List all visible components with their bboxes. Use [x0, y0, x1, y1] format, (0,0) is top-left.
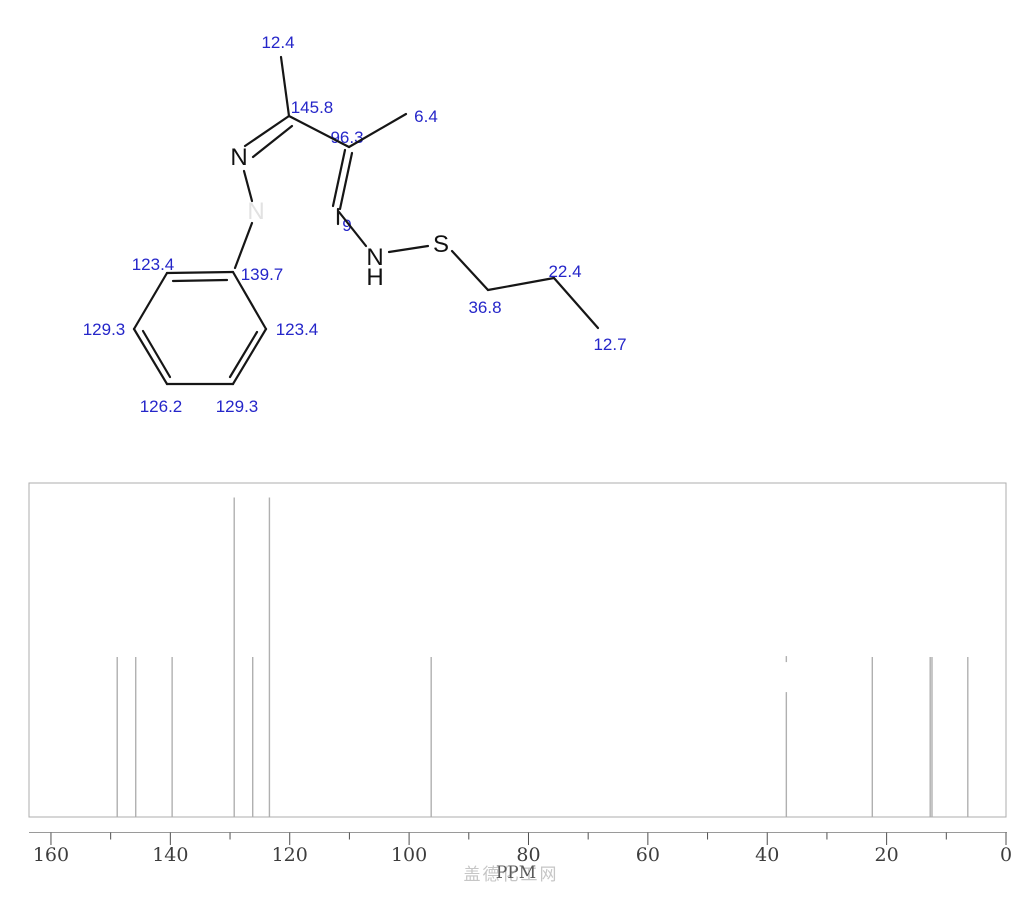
bond [141, 329, 172, 379]
bond [165, 270, 235, 275]
shift-label-145.8: 145.8 [291, 98, 334, 117]
shift-label-96.3: 96.3 [330, 128, 363, 147]
bond [486, 276, 556, 292]
bond [338, 151, 354, 211]
x-axis-tick-label-160: 160 [33, 844, 69, 866]
amine-hydrogen-label: H [366, 264, 383, 291]
bond [251, 124, 294, 159]
bond [279, 55, 291, 118]
spectrum-frame [28, 482, 1007, 818]
bond [233, 221, 254, 270]
x-axis-tick-label-120: 120 [272, 844, 308, 866]
x-axis-tick-label-40: 40 [755, 844, 779, 866]
bond [231, 327, 268, 386]
bond [132, 271, 169, 331]
ring-nitrogen-faint-label: N [247, 198, 264, 225]
bond [242, 169, 254, 203]
x-axis-tick-label-60: 60 [636, 844, 660, 866]
bond [228, 330, 259, 379]
shift-label-12.4: 12.4 [261, 33, 294, 52]
shift-label-123.4: 123.4 [276, 320, 319, 339]
amine-nitrogen-label: N [366, 244, 383, 271]
shift-label-139.7: 139.7 [241, 265, 284, 284]
x-axis-title: PPM [496, 863, 536, 883]
bond [337, 210, 368, 248]
shift-label-129.3: 129.3 [216, 397, 259, 416]
bond [552, 276, 600, 330]
shift-label-123.4: 123.4 [132, 255, 175, 274]
bond [331, 148, 347, 208]
bond [387, 244, 430, 254]
shift-label-12.7: 12.7 [593, 335, 626, 354]
bond [243, 114, 291, 148]
bond [287, 114, 351, 149]
shift-label-9: 9 [342, 216, 351, 235]
ring-nitrogen-label: N [230, 144, 247, 171]
x-axis-tick-label-0: 0 [1000, 844, 1012, 866]
sulfur-atom-label: S [433, 231, 449, 258]
bond [231, 270, 268, 331]
bond [450, 249, 490, 292]
watermark-text: 盖德化工网 [464, 865, 559, 885]
shift-label-36.8: 36.8 [468, 298, 501, 317]
x-axis-tick-label-140: 140 [152, 844, 188, 866]
shift-label-6.4: 6.4 [414, 107, 438, 126]
shift-label-126.2: 126.2 [140, 397, 183, 416]
bond [347, 112, 408, 149]
bond [132, 327, 169, 386]
shift-label-129.3: 129.3 [83, 320, 126, 339]
x-axis-tick-label-100: 100 [391, 844, 427, 866]
x-axis-tick-label-20: 20 [875, 844, 899, 866]
x-axis-tick-label-80: 80 [516, 844, 540, 866]
bond [171, 278, 229, 283]
shift-label-22.4: 22.4 [548, 262, 581, 281]
